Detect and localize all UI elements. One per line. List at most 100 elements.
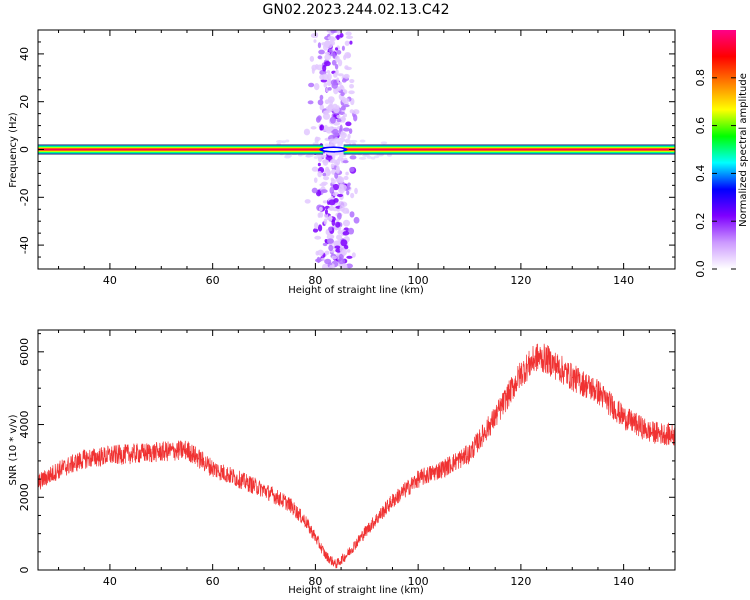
spectrogram-event-blob (335, 105, 340, 109)
spectrogram-event-blob (340, 263, 348, 268)
spectrogram-event-blob (349, 155, 357, 160)
spectrogram-event-blob (317, 162, 321, 167)
spectrogram-event-blob (337, 176, 345, 184)
spectrogram-side-blob (281, 140, 286, 144)
spectrogram-event-blob (307, 100, 314, 105)
spectrogram-event-blob (347, 227, 355, 235)
spectrogram-event-blob (331, 255, 338, 260)
spectrogram-event-blob (317, 55, 323, 60)
spectrogram-side-blob (358, 156, 367, 160)
spectrogram-x-tick-label: 140 (613, 274, 634, 287)
spectrogram-side-blob (316, 153, 322, 157)
spectrogram-side-blob (275, 140, 284, 144)
spectrogram-event-blob (329, 116, 336, 124)
spectrogram-side-blob (337, 143, 343, 147)
spectrogram-event-blob (321, 263, 329, 269)
spectrogram-event-blob (334, 63, 339, 70)
spectrogram-x-ticks: 40 60 80 100 120 140 (58, 30, 676, 287)
spectrogram-event-blob (339, 33, 344, 38)
spectrogram-event-blob (327, 96, 335, 103)
spectrogram-event-blob (326, 233, 334, 241)
spectrogram-side-blob (338, 155, 345, 159)
spectrogram-event-blob (335, 218, 340, 223)
spectrogram-event-blob (336, 115, 341, 119)
spectrogram-event-blob (317, 224, 323, 232)
spectrogram-event-blob (322, 112, 331, 120)
spectrogram-plot-area (38, 30, 675, 269)
spectrogram-event-blob (330, 163, 335, 169)
spectrogram-event-blob (328, 199, 336, 206)
snr-y-tick-label: 6000 (18, 338, 31, 366)
spectrogram-event-blob (346, 189, 350, 196)
spectrogram-event-blob (336, 193, 344, 198)
spectrogram-event-blob (330, 30, 336, 34)
spectrogram-side-blob (284, 154, 293, 158)
spectrogram-event-blob (334, 55, 340, 63)
spectrogram-event-blob (313, 177, 318, 183)
spectrogram-side-blob (285, 139, 290, 143)
spectrogram-event-blob (327, 103, 334, 110)
spectrogram-side-blob (331, 140, 338, 144)
spectrogram-event-blob (351, 252, 356, 258)
spectrogram-y-axis-label: Frequency (Hz) (8, 112, 19, 188)
spectrogram-event-blob (315, 258, 322, 263)
spectrogram-event-blob (337, 73, 344, 77)
spectrogram-event-blob (345, 31, 352, 36)
spectrogram-x-tick-label: 100 (408, 274, 429, 287)
spectrogram-event-blob (340, 92, 345, 97)
spectrogram-event-blob (317, 115, 322, 121)
spectrogram-side-blob (312, 142, 319, 146)
spectrogram-event-blob (328, 244, 334, 252)
spectrogram-y-tick-label: -40 (18, 236, 31, 254)
spectrogram-y-ticks: -40 -20 0 20 40 (18, 41, 675, 258)
spectrogram-y-tick-label: 40 (18, 47, 31, 61)
spectrogram-event-blob (336, 234, 343, 241)
spectrogram-side-blob (362, 154, 370, 158)
spectrogram-event-blob (347, 133, 351, 140)
spectrogram-event-blob (346, 255, 353, 259)
spectrogram-event-blob (326, 73, 332, 81)
spectrogram-event-blob (320, 189, 328, 194)
spectrogram-side-blob (313, 155, 319, 159)
figure-title: GN02.2023.244.02.13.C42 (263, 2, 450, 18)
spectrogram-event-blob (335, 221, 341, 228)
colorbar-gradient (712, 30, 736, 269)
snr-x-tick-label: 120 (510, 575, 531, 588)
spectrogram-x-tick-label: 120 (510, 274, 531, 287)
spectrogram-event-blob (343, 244, 349, 250)
spectrogram-event-blob (340, 105, 346, 111)
spectrogram-event-blob (313, 39, 317, 43)
spectrogram-dc-band-right (343, 148, 675, 151)
spectrogram-event-blob (337, 258, 346, 265)
spectrogram-event-blob (339, 124, 343, 132)
spectrogram-event-blob (322, 64, 327, 72)
snr-x-tick-label: 80 (308, 575, 322, 588)
spectrogram-dc-gap-core (323, 148, 344, 151)
spectrogram-event-blob (321, 42, 327, 46)
spectrogram-event-blob (336, 49, 342, 55)
spectrogram-event-blob (338, 184, 344, 192)
spectrogram-event-blob (328, 226, 333, 232)
spectrogram-event-blob (325, 166, 330, 172)
snr-panel: 40 60 80 100 120 140 0 2000 4000 6000 Height of … (8, 329, 676, 596)
spectrogram-event-blob (329, 186, 335, 195)
spectrogram-side-blob (359, 139, 366, 143)
spectrogram-side-blob (326, 151, 335, 155)
spectrogram-event-blob (310, 126, 317, 130)
spectrogram-event-blob (317, 42, 322, 49)
spectrogram-event-blob (345, 121, 352, 127)
spectrogram-event-blob (331, 59, 337, 66)
spectrogram-event-blob (324, 250, 330, 255)
spectrogram-event-blob (322, 172, 327, 177)
spectrogram-event-blob (334, 47, 339, 51)
spectrogram-event-blob (345, 171, 349, 176)
spectrogram-event-blob (324, 212, 329, 219)
spectrogram-event-blob (319, 74, 325, 80)
spectrogram-event-blob (349, 211, 355, 218)
spectrogram-event-blob (339, 247, 346, 253)
snr-x-ticks: 40 60 80 100 120 140 (58, 330, 676, 588)
spectrogram-event-blob (341, 98, 346, 103)
spectrogram-side-blob (370, 156, 376, 160)
spectrogram-event-blob (314, 235, 322, 240)
spectrogram-event-blob (343, 73, 350, 79)
